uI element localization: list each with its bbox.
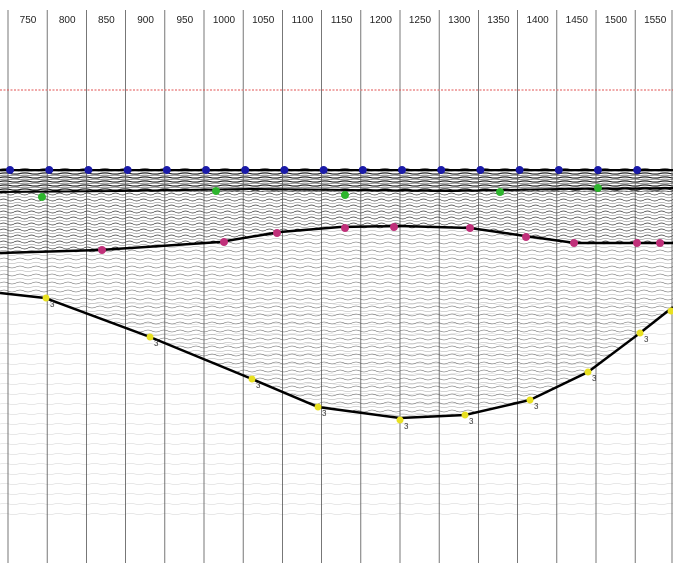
tick-label: 1100 [292, 15, 314, 26]
tick-label: 800 [59, 15, 76, 26]
trace-grid [7, 10, 673, 563]
middle-pick-marker[interactable] [570, 239, 578, 247]
surface-pick-marker[interactable] [358, 166, 367, 174]
seismic-texture [0, 168, 673, 520]
base-pick-label: 3 [154, 339, 159, 348]
base-pick-label: 3 [322, 409, 327, 418]
base-pick-label: 3 [644, 335, 649, 344]
base-pick-marker[interactable] [248, 375, 256, 383]
surface-pick-marker[interactable] [162, 166, 171, 174]
upper-pick-marker[interactable] [212, 187, 220, 195]
surface-pick-marker[interactable] [398, 166, 406, 174]
middle-pick-marker[interactable] [656, 239, 664, 247]
tick-label: 1200 [370, 15, 393, 26]
tick-label: 900 [137, 15, 154, 26]
middle-pick-marker[interactable] [220, 238, 228, 246]
base-pick-marker[interactable] [667, 307, 673, 315]
base-pick-label: 3 [256, 381, 261, 390]
base-pick-label: 3 [469, 417, 474, 426]
tick-label: 1500 [605, 15, 628, 26]
surface-pick-marker[interactable] [554, 166, 563, 174]
surface-pick-marker[interactable] [437, 166, 446, 174]
middle-pick-marker[interactable] [98, 246, 106, 254]
tick-label: 950 [176, 15, 193, 26]
tick-label: 1250 [409, 15, 432, 26]
base-pick-marker[interactable] [396, 416, 404, 424]
base-pick-marker[interactable] [636, 329, 644, 337]
surface-pick-marker[interactable] [84, 166, 93, 174]
yellow-markers[interactable]: 3333333333 [42, 294, 673, 432]
base-pick-label: 3 [592, 374, 597, 383]
middle-pick-marker[interactable] [633, 239, 641, 247]
tick-label: 750 [20, 15, 37, 26]
base-pick-label: 3 [534, 402, 539, 411]
base-pick-marker[interactable] [584, 368, 592, 376]
surface-pick-marker[interactable] [45, 166, 54, 174]
surface-pick-marker[interactable] [280, 166, 289, 174]
base-pick-marker[interactable] [461, 411, 469, 419]
surface-pick-marker[interactable] [319, 166, 328, 174]
tick-label: 1300 [448, 15, 471, 26]
tick-label: 1050 [252, 15, 275, 26]
middle-pick-marker[interactable] [273, 229, 281, 237]
surface-pick-marker[interactable] [241, 166, 250, 174]
green-markers[interactable] [38, 184, 602, 201]
surface-pick-marker[interactable] [476, 166, 485, 174]
surface-pick-marker[interactable] [633, 166, 642, 174]
upper-pick-marker[interactable] [496, 188, 504, 196]
surface-pick-marker[interactable] [6, 166, 14, 174]
base-pick-label: 3 [50, 300, 55, 309]
surface-pick-marker[interactable] [123, 166, 132, 174]
middle-pick-marker[interactable] [390, 223, 398, 231]
upper-pick-marker[interactable] [341, 191, 349, 199]
middle-pick-marker[interactable] [466, 224, 474, 232]
middle-pick-marker[interactable] [341, 224, 349, 232]
distance-axis: 750 800 850 900 950 1000 1050 1100 1150 1200 1250 1… [20, 15, 667, 26]
surface-pick-marker[interactable] [202, 166, 210, 174]
tick-label: 1550 [644, 15, 667, 26]
magenta-markers[interactable] [98, 223, 664, 254]
base-pick-marker[interactable] [42, 294, 50, 302]
base-pick-marker[interactable] [526, 396, 534, 404]
upper-horizon[interactable] [0, 187, 673, 193]
surface-pick-marker[interactable] [515, 166, 524, 174]
tick-label: 1350 [487, 15, 510, 26]
tick-label: 1000 [213, 15, 236, 26]
upper-pick-marker[interactable] [38, 193, 46, 201]
base-pick-marker[interactable] [314, 403, 322, 411]
surface-pick-marker[interactable] [594, 166, 602, 174]
upper-pick-marker[interactable] [594, 184, 602, 192]
base-pick-label: 3 [404, 422, 409, 431]
tick-label: 1400 [526, 15, 549, 26]
tick-label: 1150 [331, 15, 353, 26]
base-pick-marker[interactable] [146, 333, 154, 341]
middle-pick-marker[interactable] [522, 233, 530, 241]
middle-horizon[interactable] [0, 224, 673, 255]
surface-markers[interactable] [6, 166, 642, 174]
tick-label: 850 [98, 15, 115, 26]
tick-label: 1450 [566, 15, 589, 26]
